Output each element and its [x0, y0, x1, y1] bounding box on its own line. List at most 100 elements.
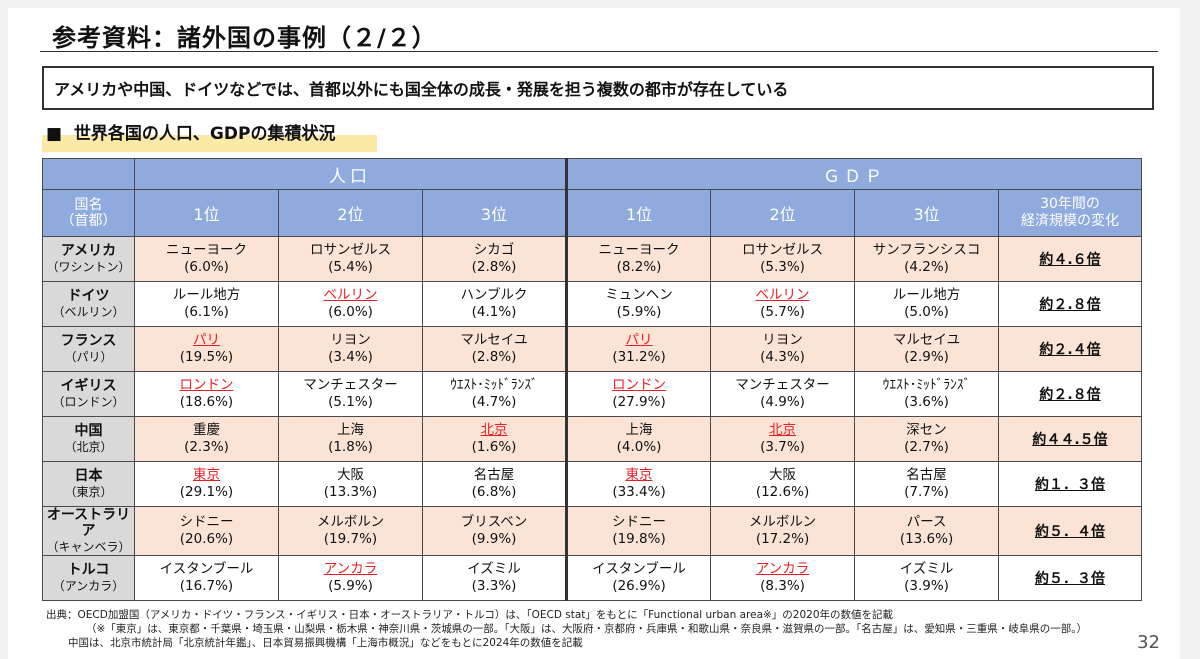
note-line: 中国は、北京市統計局「北京統計年鑑」、日本貿易振興機構「上海市概況」などをもとに… — [68, 637, 583, 649]
table-row: 日本 （東京） 東京 (29.1%) 大阪 (13.3%) 名古屋 (6.8%) 東京 (33.4… — [42, 461, 1143, 507]
city-name: シドニー — [179, 514, 234, 530]
population-rank1-cell: パリ (19.5%) — [134, 326, 279, 372]
city-name: ニューヨーク — [598, 242, 680, 258]
country-cell: 日本 （東京） — [42, 461, 135, 507]
share-percent: (5.0%) — [904, 304, 949, 320]
population-rank1-cell: ルール地方 (6.1%) — [134, 281, 279, 327]
share-percent: (13.3%) — [323, 484, 378, 500]
share-percent: (7.7%) — [904, 484, 949, 500]
share-percent: (3.3%) — [471, 578, 517, 594]
header-population: 人口 — [133, 158, 569, 190]
city-name: ベルリン — [323, 287, 378, 303]
gdp-rank3-cell: 深セン (2.7%) — [854, 416, 1000, 462]
city-name: イスタンブール — [592, 561, 686, 577]
share-percent: (5.1%) — [328, 394, 373, 410]
gdp-rank3-cell: ｳｴｽﾄ･ﾐｯﾄﾞﾗﾝｽﾞ (3.6%) — [854, 371, 1000, 417]
city-name: 東京 — [193, 467, 220, 483]
city-name: 北京 — [769, 422, 797, 438]
screen-frame-top — [0, 0, 1200, 8]
city-name: ハンブルク — [460, 287, 528, 303]
city-name: パース — [906, 514, 947, 530]
country-cell: イギリス （ロンドン） — [42, 371, 135, 417]
section-heading: ■ 世界各国の人口、GDPの集積状況 — [42, 118, 377, 152]
share-percent: (1.6%) — [471, 439, 517, 455]
economic-change-value: 約１．３倍 — [1035, 477, 1106, 493]
note-line: （※「東京」は、東京都・千葉県・埼玉県・山梨県・栃木県・神奈川県・茨城県の一部。… — [86, 623, 1088, 635]
city-name: 重慶 — [193, 422, 220, 438]
economic-change-cell: 約２.８倍 — [998, 281, 1143, 327]
economic-change-cell: 約１．３倍 — [998, 461, 1143, 507]
country-cell: アメリカ （ワシントン） — [42, 236, 135, 282]
share-percent: (5.9%) — [616, 304, 662, 320]
city-name: マンチェスター — [735, 377, 830, 393]
population-rank3-cell: シカゴ (2.8%) — [421, 236, 569, 282]
capital-name: （ベルリン） — [52, 305, 125, 319]
gdp-rank1-cell: ロンドン (27.9%) — [566, 371, 712, 417]
share-percent: (3.7%) — [760, 439, 805, 455]
header-gdp-rank3: 3位 — [854, 189, 1000, 237]
city-name: マンチェスター — [303, 377, 398, 393]
share-percent: (6.8%) — [471, 484, 517, 500]
share-percent: (5.9%) — [328, 578, 373, 594]
share-percent: (4.7%) — [471, 394, 517, 410]
population-rank2-cell: 大阪 (13.3%) — [278, 461, 423, 507]
share-percent: (16.7%) — [179, 578, 234, 594]
share-percent: (8.3%) — [760, 578, 805, 594]
city-name: メルボルン — [748, 514, 817, 530]
capital-name: （キャンベラ） — [46, 540, 131, 554]
city-name: ロンドン — [179, 377, 234, 393]
city-name: ロサンゼルス — [742, 242, 824, 258]
share-percent: (19.5%) — [179, 349, 234, 365]
share-percent: (4.1%) — [471, 304, 517, 320]
table-row: フランス （パリ） パリ (19.5%) リヨン (3.4%) マルセイユ (2.8%) パリ(… — [42, 326, 1143, 372]
section-title: 世界各国の人口、GDPの集積状況 — [73, 124, 336, 144]
city-name: サンフランシスコ — [872, 242, 981, 258]
capital-name: （東京） — [64, 485, 113, 499]
economic-change-value: 約４４.５倍 — [1032, 432, 1108, 448]
economic-change-cell: 約５．３倍 — [998, 555, 1143, 601]
city-name: シカゴ — [473, 242, 515, 258]
city-name: 北京 — [480, 422, 508, 438]
country-name: 日本 — [74, 468, 103, 484]
gdp-rank3-cell: イズミル (3.9%) — [854, 555, 1000, 601]
city-name: ブリスベン — [460, 514, 528, 530]
economic-change-value: 約５．４倍 — [1035, 524, 1106, 540]
screen-frame-left — [0, 0, 8, 659]
title-underline — [40, 51, 1158, 52]
source-notes: 出典：OECD加盟国（アメリカ・ドイツ・フランス・イギリス・日本・オーストラリア… — [46, 608, 1126, 650]
population-rank3-cell: マルセイユ (2.8%) — [421, 326, 569, 372]
population-rank1-cell: イスタンブール (16.7%) — [134, 555, 279, 601]
share-percent: (2.8%) — [471, 349, 517, 365]
table-row: オーストラリア （キャンベラ） シドニー (20.6%) メルボルン (19.7%) ブリス… — [42, 506, 1143, 556]
screen-frame-right — [1180, 0, 1200, 659]
population-rank3-cell: 北京 (1.6%) — [421, 416, 569, 462]
city-name: ｳｴｽﾄ･ﾐｯﾄﾞﾗﾝｽﾞ — [882, 377, 971, 393]
share-percent: (19.7%) — [323, 531, 378, 547]
capital-name: （パリ） — [64, 350, 113, 364]
gdp-rank3-cell: パース (13.6%) — [854, 506, 1000, 556]
country-name: トルコ — [67, 562, 110, 578]
city-name: メルボルン — [316, 514, 385, 530]
share-percent: (2.9%) — [904, 349, 949, 365]
table-row: トルコ （アンカラ） イスタンブール (16.7%) アンカラ (5.9%) イズミル (3.… — [42, 555, 1143, 601]
share-percent: (3.6%) — [904, 394, 949, 410]
city-name: ルール地方 — [172, 287, 241, 303]
header-pop-rank1: 1位 — [134, 189, 279, 237]
share-percent: (3.4%) — [328, 349, 373, 365]
page-number: 32 — [1137, 632, 1160, 653]
city-name: パリ — [625, 332, 653, 348]
share-percent: (4.9%) — [760, 394, 805, 410]
population-rank3-cell: イズミル (3.3%) — [421, 555, 569, 601]
population-rank1-cell: ロンドン (18.6%) — [134, 371, 279, 417]
table-row: イギリス （ロンドン） ロンドン (18.6%) マンチェスター (5.1%) ｳｴｽﾄ･ﾐ… — [42, 371, 1143, 417]
share-percent: (2.3%) — [184, 439, 229, 455]
share-percent: (31.2%) — [612, 349, 666, 365]
share-percent: (5.7%) — [760, 304, 805, 320]
population-rank1-cell: シドニー (20.6%) — [134, 506, 279, 556]
city-concentration-table: 人口 ＧＤＰ 国名 （首都） 1位 2位 3位 1位 2位 3位 30年間の 経… — [42, 158, 1143, 601]
share-percent: (26.9%) — [612, 578, 666, 594]
population-rank3-cell: 名古屋 (6.8%) — [421, 461, 569, 507]
city-name: シドニー — [612, 514, 667, 530]
economic-change-cell: 約４４.５倍 — [998, 416, 1143, 462]
city-name: リヨン — [762, 332, 803, 348]
